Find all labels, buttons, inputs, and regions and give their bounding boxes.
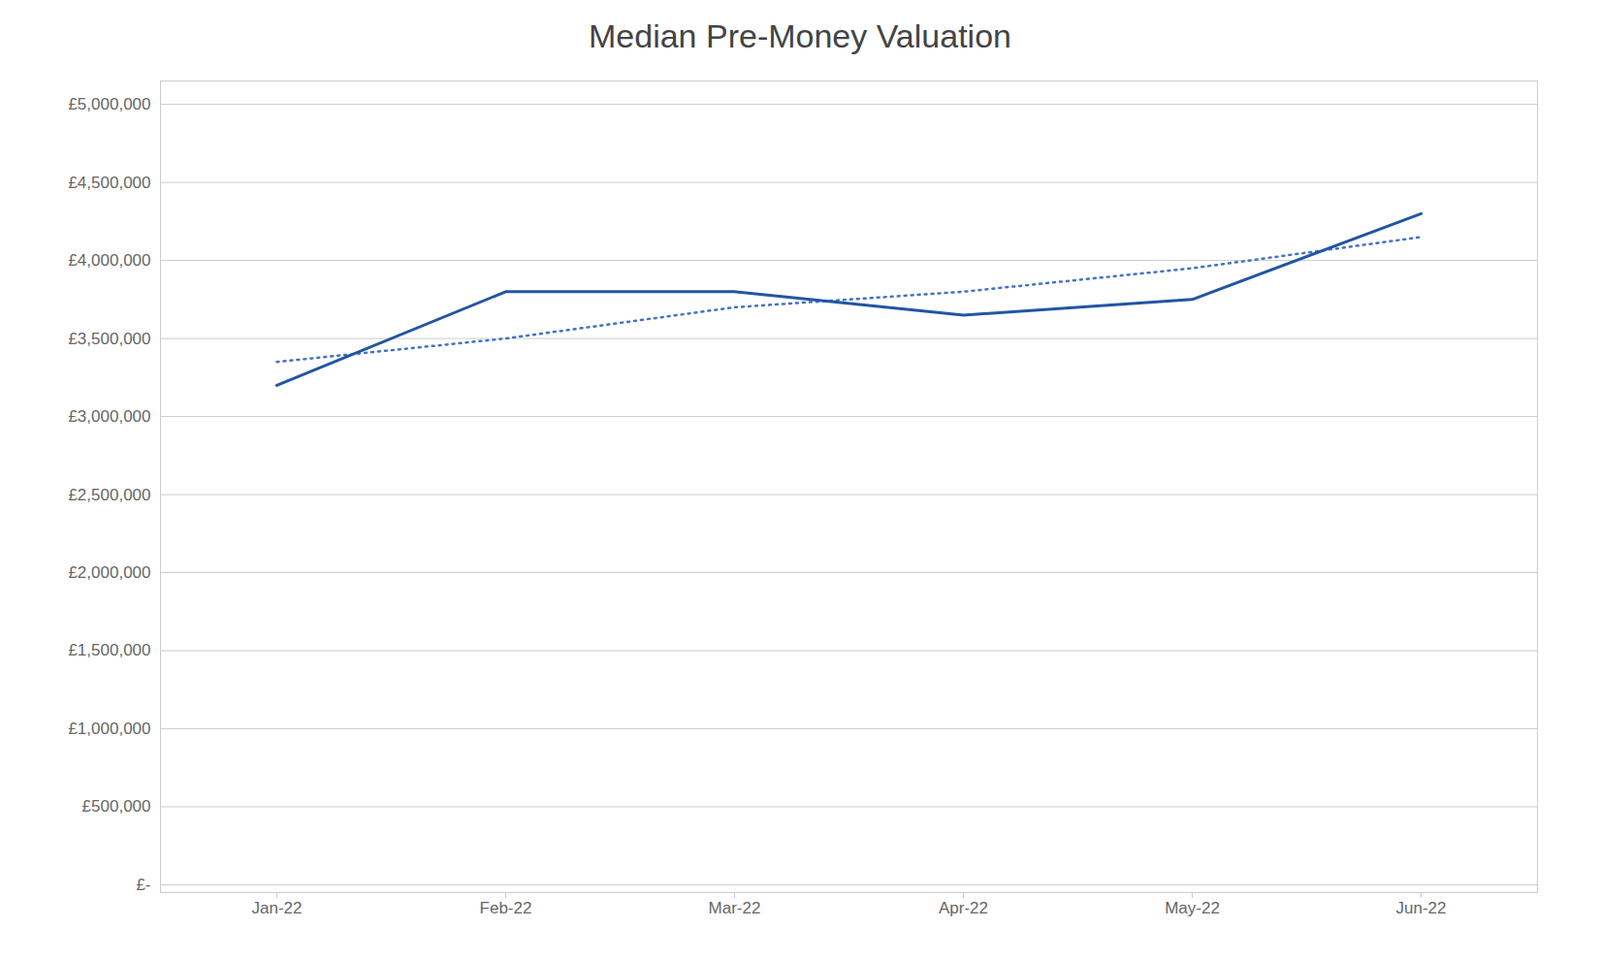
svg-text:£3,000,000: £3,000,000	[67, 407, 151, 426]
svg-text:Jun-22: Jun-22	[1396, 898, 1447, 918]
svg-text:Apr-22: Apr-22	[938, 898, 989, 918]
svg-text:£2,000,000: £2,000,000	[67, 563, 151, 582]
svg-text:£-: £-	[135, 875, 151, 895]
svg-text:Jan-22: Jan-22	[252, 898, 303, 918]
svg-text:£4,500,000: £4,500,000	[67, 173, 151, 192]
svg-text:£1,500,000: £1,500,000	[67, 640, 151, 660]
svg-text:£1,000,000: £1,000,000	[67, 719, 151, 738]
svg-text:Mar-22: Mar-22	[708, 898, 762, 918]
svg-text:May-22: May-22	[1164, 898, 1220, 918]
svg-text:£3,500,000: £3,500,000	[67, 329, 151, 349]
html-text:Median Pre-Money Valuation: Median Pre-Money Valuation	[588, 17, 1012, 55]
svg-text:Feb-22: Feb-22	[480, 898, 533, 918]
svg-text:£4,000,000: £4,000,000	[67, 251, 151, 270]
svg-text:£500,000: £500,000	[82, 797, 152, 816]
svg-text:£2,500,000: £2,500,000	[67, 484, 151, 504]
svg-text:£5,000,000: £5,000,000	[67, 95, 151, 114]
